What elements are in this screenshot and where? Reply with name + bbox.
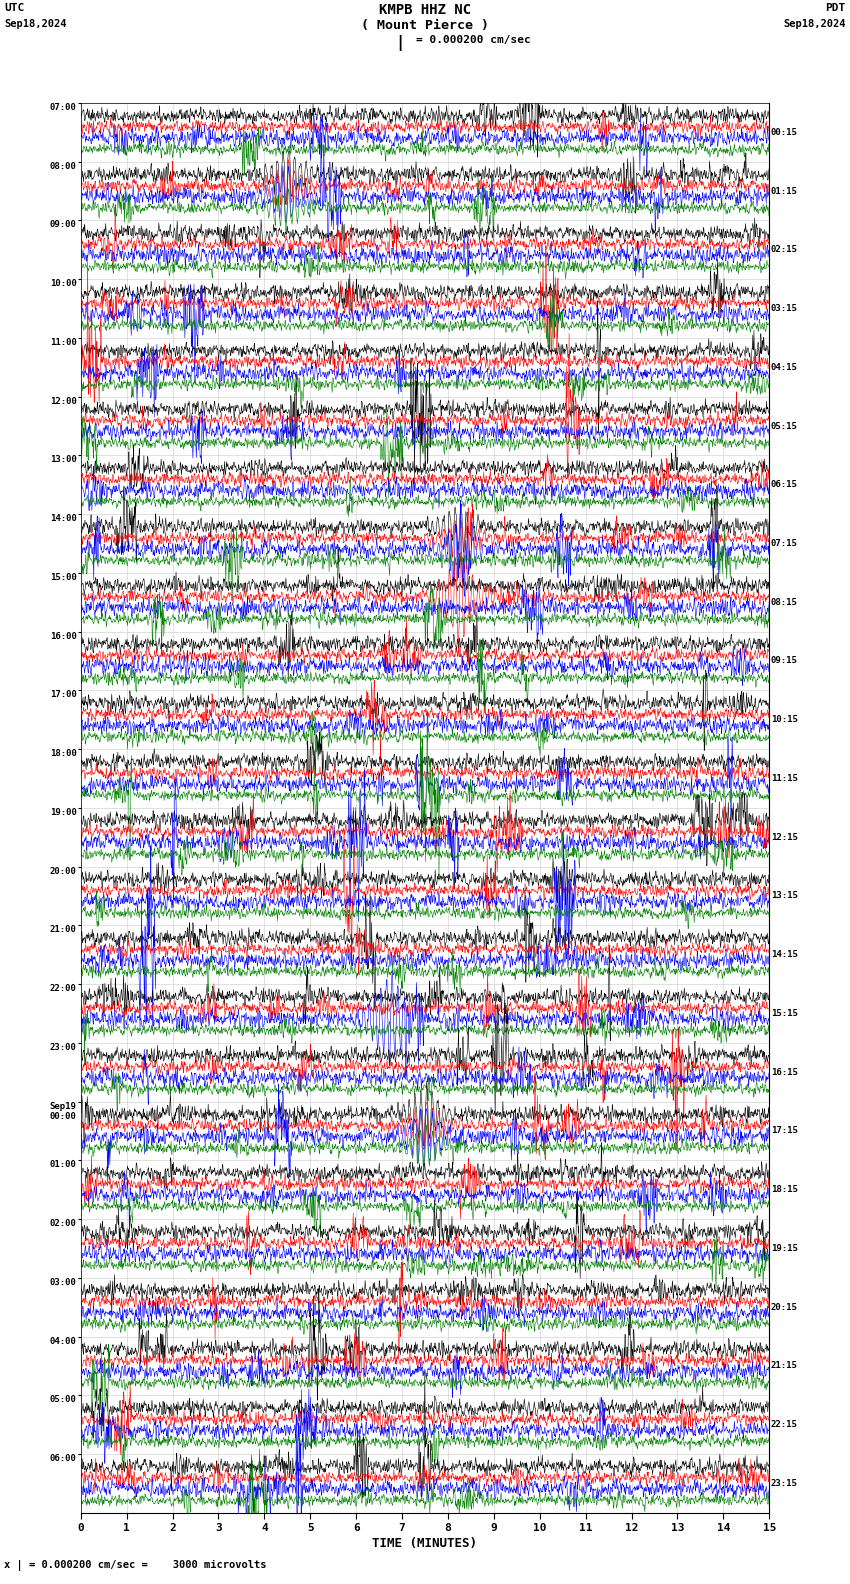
Text: Sep18,2024: Sep18,2024: [4, 19, 67, 29]
X-axis label: TIME (MINUTES): TIME (MINUTES): [372, 1538, 478, 1551]
Text: = 0.000200 cm/sec: = 0.000200 cm/sec: [416, 35, 531, 44]
Text: KMPB HHZ NC: KMPB HHZ NC: [379, 3, 471, 17]
Text: UTC: UTC: [4, 3, 25, 13]
Text: x | = 0.000200 cm/sec =    3000 microvolts: x | = 0.000200 cm/sec = 3000 microvolts: [4, 1560, 267, 1571]
Text: ( Mount Pierce ): ( Mount Pierce ): [361, 19, 489, 32]
Text: |: |: [395, 35, 404, 51]
Text: PDT: PDT: [825, 3, 846, 13]
Text: Sep18,2024: Sep18,2024: [783, 19, 846, 29]
